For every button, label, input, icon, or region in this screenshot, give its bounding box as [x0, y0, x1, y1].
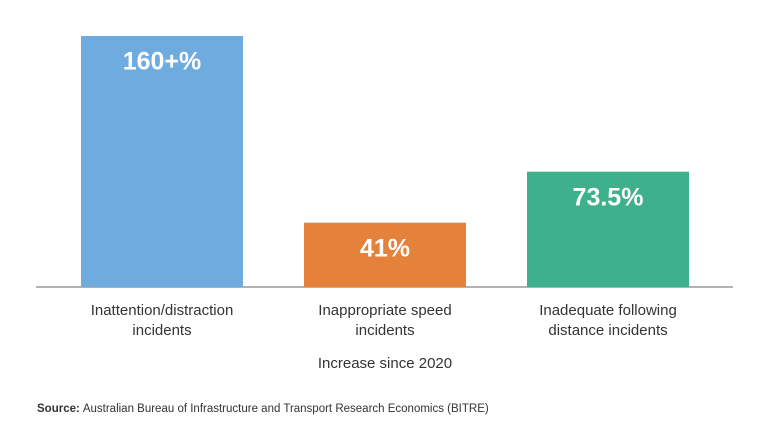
value-label: 41% — [360, 234, 410, 262]
category-label: Inattention/distraction incidents — [91, 302, 234, 339]
x-axis-label: Increase since 2020 — [318, 355, 452, 372]
source-label: Source: — [37, 403, 80, 415]
bar — [81, 36, 243, 287]
category-label: Inadequate following distance incidents — [539, 302, 677, 339]
category-label-line: incidents — [355, 322, 414, 339]
value-label: 160+% — [123, 48, 202, 76]
source-text: Australian Bureau of Infrastructure and … — [83, 403, 489, 415]
bar — [527, 171, 689, 287]
source-note: Source: Australian Bureau of Infrastructu… — [37, 403, 489, 415]
category-label-line: incidents — [132, 322, 191, 339]
category-label-line: Inappropriate speed — [318, 302, 451, 319]
bar — [304, 222, 466, 287]
category-label-line: Inattention/distraction — [91, 302, 234, 319]
value-label: 73.5% — [573, 183, 644, 211]
category-label-line: distance incidents — [548, 322, 667, 339]
category-label-line: Inadequate following — [539, 302, 677, 319]
category-label: Inappropriate speed incidents — [318, 302, 451, 339]
